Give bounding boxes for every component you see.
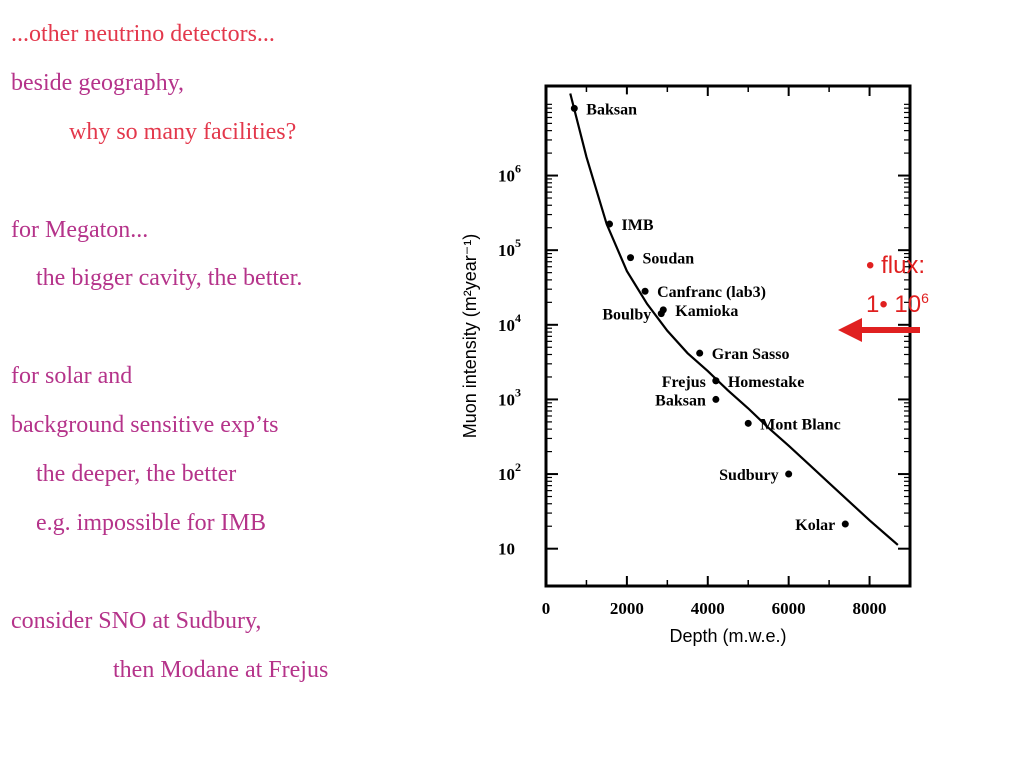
slide-line: background sensitive exp’ts	[11, 412, 279, 439]
lab-point	[659, 306, 667, 314]
lab-point	[841, 520, 849, 528]
muon-intensity-chart: 0 2000 4000 6000 8000 10 102 103 104 105 106 Baksan…	[452, 78, 972, 658]
lab-label: Canfranc (lab3)	[657, 284, 766, 301]
lab-label: Boulby	[602, 307, 651, 324]
flux-note: • flux: 1• 106	[866, 250, 929, 321]
y-tick-label: 106	[498, 162, 521, 186]
x-tick-label: 6000	[772, 599, 806, 618]
lab-label: IMB	[621, 217, 653, 234]
slide-line: the deeper, the better	[36, 461, 237, 488]
flux-value-line: 1• 106	[866, 282, 929, 321]
slide-line	[11, 157, 328, 206]
muon-curve	[569, 93, 899, 546]
lab-point	[744, 419, 752, 427]
lab-label-box	[582, 94, 650, 119]
slide-line: for solar and	[11, 363, 133, 390]
lab-label: Gran Sasso	[712, 346, 790, 363]
flux-value-exp: 6	[921, 290, 929, 306]
lab-label: Mont Blanc	[760, 416, 840, 433]
red-arrow-icon	[838, 318, 920, 342]
y-tick-label: 102	[498, 460, 521, 484]
lab-point	[712, 377, 720, 385]
lab-point	[785, 470, 793, 478]
lab-label: Kolar	[795, 517, 835, 534]
lab-point	[641, 287, 649, 295]
lab-label: Homestake	[728, 374, 804, 391]
slide-line: beside geography,	[11, 69, 185, 96]
lab-point	[570, 104, 578, 112]
flux-value-prefix: 1• 10	[866, 291, 922, 318]
slide-line	[11, 303, 328, 352]
lab-point	[696, 349, 704, 357]
slide-line: the bigger cavity, the better.	[36, 265, 303, 292]
x-tick-label: 4000	[691, 599, 725, 618]
lab-point	[712, 395, 720, 403]
y-tick-label: 10	[498, 540, 515, 559]
flux-label-line: • flux:	[866, 250, 929, 282]
slide-line: e.g. impossible for IMB	[36, 509, 266, 536]
x-tick-label: 0	[542, 599, 551, 618]
slide-text: ...other neutrino detectors... beside geo…	[11, 10, 328, 694]
x-tick-label: 2000	[610, 599, 644, 618]
x-axis-label: Depth (m.w.e.)	[669, 626, 786, 646]
lab-label: Kamioka	[675, 303, 738, 320]
lab-label: Baksan	[655, 392, 706, 409]
slide-line: consider SNO at Sudbury,	[11, 607, 262, 634]
slide-line	[11, 548, 328, 597]
y-tick-label: 103	[498, 385, 521, 409]
chart-svg: 0 2000 4000 6000 8000 10 102 103 104 105 106 Baksan…	[460, 84, 912, 646]
lab-label: Frejus	[662, 374, 706, 391]
flux-label: flux:	[881, 252, 926, 279]
y-axis-label: Muon intensity (m²year⁻¹)	[460, 234, 480, 439]
lab-label: Baksan	[586, 101, 637, 118]
y-tick-label: 104	[498, 311, 521, 335]
y-tick-label: 105	[498, 236, 521, 260]
slide-line: why so many facilities?	[69, 118, 297, 145]
slide-line: for Megaton...	[11, 216, 149, 243]
slide-line: then Modane at Frejus	[113, 656, 329, 683]
x-tick-label: 8000	[853, 599, 887, 618]
lab-point	[627, 254, 635, 262]
lab-point	[605, 220, 613, 228]
slide-line: ...other neutrino detectors...	[11, 21, 275, 47]
lab-label: Soudan	[643, 251, 695, 268]
lab-label-box	[653, 277, 806, 302]
lab-label: Sudbury	[719, 467, 779, 484]
flux-bullet: •	[866, 252, 875, 279]
